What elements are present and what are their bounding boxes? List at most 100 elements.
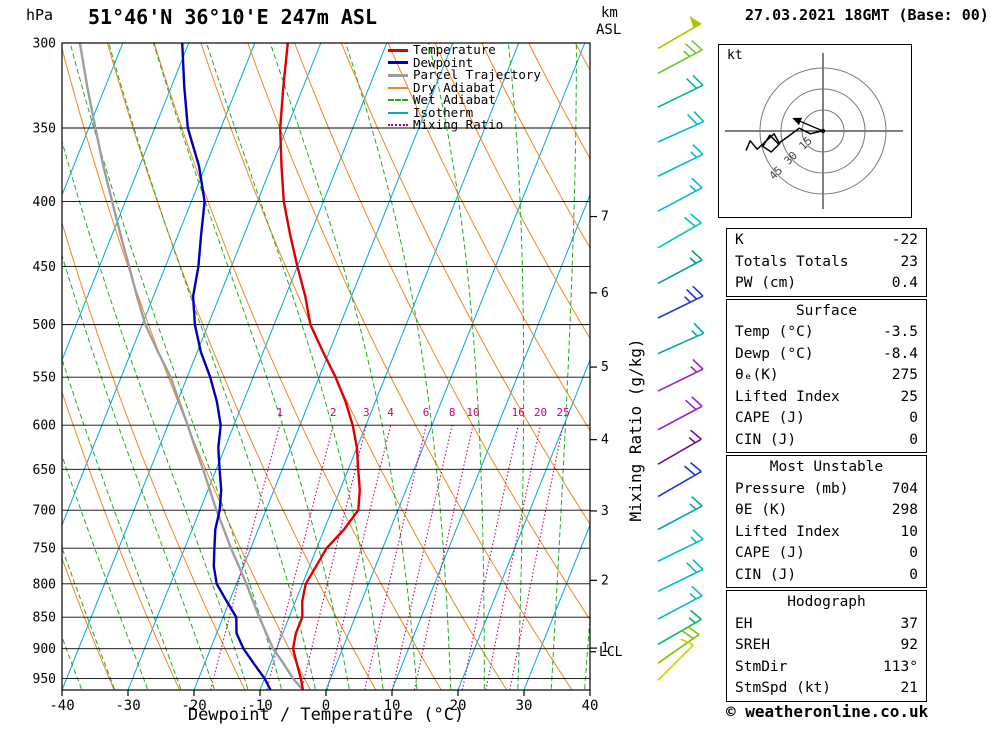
stat-value: 0 <box>909 431 918 448</box>
stat-row: CIN (J) 0 <box>727 430 926 452</box>
stat-row: SREH 92 <box>727 635 926 657</box>
stat-value: 113° <box>883 658 918 675</box>
legend-line-sample <box>388 61 408 65</box>
stat-row: θₑ(K) 275 <box>727 365 926 387</box>
stat-row: Totals Totals 23 <box>727 252 926 274</box>
skewt-plot: 1 2 3 4 6 8 10 16 20 2530035040045050055060065070… <box>33 37 645 715</box>
stat-value: 298 <box>891 502 918 518</box>
panel-title: Most Unstable <box>769 459 884 475</box>
stat-value: 0.4 <box>891 275 918 291</box>
stat-value: 37 <box>900 615 918 632</box>
legend-item: Isotherm <box>388 104 541 120</box>
stat-label: CAPE (J) <box>735 410 805 426</box>
station-title: 51°46'N 36°10'E 247m ASL <box>88 5 377 29</box>
legend-item: Wet Adiabat <box>388 94 541 107</box>
legend-line-sample <box>388 73 408 77</box>
svg-text:950: 950 <box>33 672 56 687</box>
legend-label: Wet Adiabat <box>413 92 496 108</box>
stat-label: Pressure (mb) <box>735 480 849 497</box>
svg-text:6: 6 <box>601 286 609 301</box>
stat-value: 21 <box>900 680 918 696</box>
svg-text:7: 7 <box>601 210 609 225</box>
stat-label: θE (K) <box>735 502 788 518</box>
stat-row: Lifted Index 25 <box>727 387 926 409</box>
stat-row: StmDir 113° <box>727 657 926 679</box>
stat-label: StmDir <box>735 658 788 675</box>
parcel-trajectory-curve <box>78 43 304 690</box>
svg-text:4: 4 <box>601 433 609 448</box>
svg-text:650: 650 <box>33 463 56 478</box>
stat-row: CAPE (J) 0 <box>727 543 926 565</box>
stats-panel: Surface Temp (°C) -3.5 Dewp (°C) -8.4 θₑ(K) 27… <box>726 298 927 453</box>
stat-row: StmSpd (kt) 21 <box>727 678 926 700</box>
legend-item: Parcel Trajectory <box>388 69 541 82</box>
svg-text:550: 550 <box>33 371 56 386</box>
stats-panel: Most Unstable Pressure (mb) 704 θE (K) 298 Li… <box>726 455 927 588</box>
svg-text:500: 500 <box>33 318 56 333</box>
stat-label: CAPE (J) <box>735 545 805 561</box>
panel-title: Surface <box>795 302 858 319</box>
svg-text:4: 4 <box>387 406 394 419</box>
legend-line-sample <box>388 99 408 102</box>
legend-item: Dewpoint <box>388 56 541 70</box>
stat-value: 92 <box>900 637 918 653</box>
stat-label: Lifted Index <box>735 388 840 405</box>
svg-text:LCL: LCL <box>599 645 623 660</box>
datetime-label: 27.03.2021 18GMT (Base: 00) <box>745 6 989 24</box>
stats-panel: Hodograph EH 37 SREH 92 StmDir 113° StmSpd (kt)… <box>726 590 927 702</box>
svg-text:300: 300 <box>33 37 56 52</box>
svg-text:10: 10 <box>466 406 479 419</box>
svg-text:3: 3 <box>363 406 370 419</box>
x-axis-title: Dewpoint / Temperature (°C) <box>187 705 465 725</box>
legend: Temperature Dewpoint Parcel Trajectory Dry … <box>388 44 541 132</box>
stat-row: K -22 <box>727 230 926 252</box>
stat-label: θₑ(K) <box>735 367 779 383</box>
svg-text:10: 10 <box>384 698 401 714</box>
svg-text:-30: -30 <box>115 698 140 714</box>
legend-line-sample <box>388 124 408 127</box>
legend-line-sample <box>388 86 408 89</box>
legend-label: Isotherm <box>413 104 474 120</box>
legend-label: Parcel Trajectory <box>413 67 541 83</box>
svg-text:30: 30 <box>516 698 533 714</box>
svg-text:0: 0 <box>322 698 330 714</box>
legend-item: Temperature <box>388 44 541 57</box>
panel-title: Hodograph <box>787 594 866 610</box>
hodograph: 15 30 45 kt <box>718 44 912 218</box>
svg-text:40: 40 <box>582 698 599 714</box>
stat-label: Lifted Index <box>735 523 840 540</box>
stat-value: 0 <box>909 410 918 426</box>
legend-line-sample <box>388 48 408 52</box>
stat-value: -3.5 <box>883 324 918 340</box>
legend-label: Temperature <box>413 42 496 58</box>
stat-label: PW (cm) <box>735 275 797 291</box>
svg-text:-10: -10 <box>247 698 272 714</box>
stats-panel: K -22 Totals Totals 23 PW (cm) 0.4 <box>726 228 927 297</box>
svg-text:15: 15 <box>796 134 815 153</box>
svg-text:700: 700 <box>33 504 56 519</box>
dewpoint-curve <box>181 43 272 690</box>
stat-row: PW (cm) 0.4 <box>727 273 926 295</box>
stat-row: θE (K) 298 <box>727 500 926 522</box>
wind-barb-column <box>657 16 705 681</box>
legend-item: Dry Adiabat <box>388 81 541 95</box>
stat-row: EH 37 <box>727 614 926 636</box>
stat-label: Dewp (°C) <box>735 345 814 362</box>
svg-text:350: 350 <box>33 121 56 136</box>
svg-text:600: 600 <box>33 419 56 434</box>
copyright: © weatheronline.co.uk <box>726 702 929 721</box>
svg-text:2: 2 <box>601 573 609 588</box>
svg-text:1: 1 <box>601 641 609 656</box>
stat-label: Temp (°C) <box>735 324 814 340</box>
legend-label: Mixing Ratio <box>413 117 504 133</box>
svg-text:20: 20 <box>450 698 467 714</box>
svg-text:3: 3 <box>601 504 609 519</box>
svg-text:-40: -40 <box>49 698 74 714</box>
stat-label: CIN (J) <box>735 431 797 448</box>
svg-text:Mixing Ratio (g/kg): Mixing Ratio (g/kg) <box>626 338 645 521</box>
stat-label: StmSpd (kt) <box>735 680 832 696</box>
stat-value: 704 <box>891 480 918 497</box>
svg-text:20: 20 <box>534 406 547 419</box>
